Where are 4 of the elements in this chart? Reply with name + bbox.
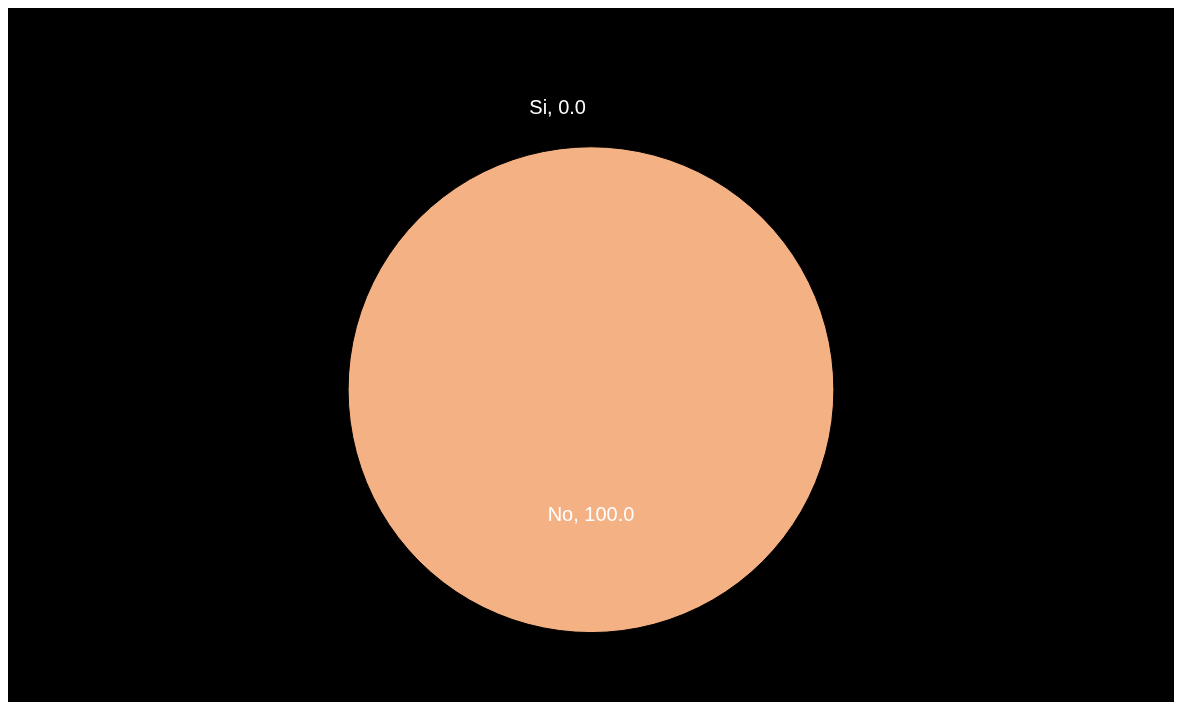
slice-label: No xyxy=(547,503,574,526)
category-label: Si xyxy=(529,95,548,118)
text: , 0.0 xyxy=(547,95,586,118)
data-label: , 100.0 xyxy=(573,503,635,526)
